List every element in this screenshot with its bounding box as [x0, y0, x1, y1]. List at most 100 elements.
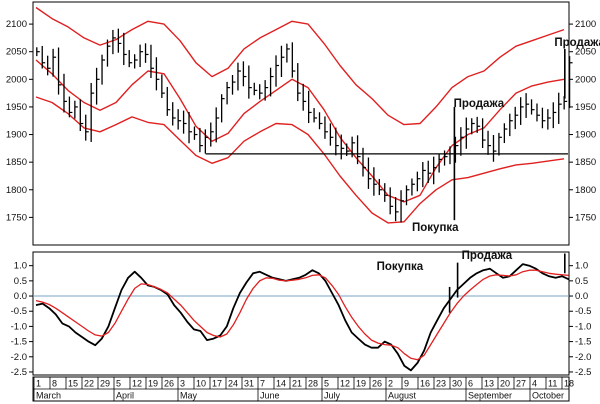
price-bar	[177, 109, 182, 130]
date-label: 7	[260, 379, 265, 389]
channel-line-middle	[35, 59, 565, 203]
month-label: August	[388, 391, 417, 401]
price-bar	[172, 102, 176, 126]
price-bar	[438, 154, 443, 173]
price-bar	[460, 127, 464, 156]
price-bar	[351, 136, 356, 158]
price-bar	[188, 112, 193, 144]
price-bar	[112, 29, 116, 55]
price-bar	[536, 103, 540, 122]
date-label: 9	[404, 379, 409, 389]
price-bar	[79, 99, 84, 132]
price-bar	[134, 54, 138, 69]
osc-tick-label-right: 0.5	[575, 276, 588, 287]
annotation-label: Продажа	[554, 37, 600, 49]
price-bar	[280, 45, 285, 77]
price-bar	[568, 56, 573, 109]
annotation-label: Покупка	[412, 222, 459, 234]
price-bar	[253, 82, 258, 96]
date-label: 14	[276, 379, 286, 389]
y-tick-label-right: 1900	[575, 130, 596, 141]
price-bar	[427, 160, 432, 183]
price-bar	[362, 147, 367, 177]
price-bar	[405, 185, 410, 206]
date-label: 19	[356, 379, 366, 389]
price-bar	[139, 44, 144, 68]
price-bar	[384, 183, 388, 202]
osc-tick-label-right: -1.0	[575, 321, 591, 332]
annotation-label: Покупка	[377, 261, 424, 273]
price-bar	[166, 86, 171, 116]
price-bar	[204, 129, 209, 154]
date-label: 31	[244, 379, 254, 389]
price-bar	[95, 67, 100, 105]
price-bar	[307, 90, 312, 124]
price-bar	[291, 42, 296, 78]
date-label: 18	[564, 379, 574, 389]
price-bar	[389, 187, 394, 215]
date-label: 19	[148, 379, 158, 389]
osc-tick-label-right: -2.0	[575, 352, 591, 363]
price-bar	[286, 43, 290, 63]
channel-line-lower	[35, 96, 565, 224]
date-label: 11	[548, 379, 557, 389]
price-panel: 1750 1750 1800 1800 1850 1850 1900 1900 1950 1950…	[6, 1, 600, 246]
price-bar	[275, 55, 280, 87]
price-bar	[231, 75, 236, 95]
y-tick-label-right: 1950	[575, 102, 596, 113]
month-label: September	[468, 391, 512, 401]
price-bar	[514, 106, 519, 130]
price-bar	[313, 108, 318, 123]
price-bar	[465, 117, 470, 149]
price-bar	[416, 171, 421, 192]
price-bar	[492, 134, 497, 162]
date-label: 21	[292, 379, 302, 389]
y-tick-label-left: 1950	[6, 102, 27, 113]
price-bar	[503, 123, 508, 144]
price-bar	[193, 126, 198, 140]
price-bar	[476, 116, 481, 133]
y-tick-label-right: 2050	[575, 47, 596, 58]
date-label: 2	[388, 379, 393, 389]
date-label: 5	[324, 379, 329, 389]
price-bar	[128, 50, 133, 68]
price-bar	[324, 116, 328, 139]
osc-tick-label-left: 1.0	[14, 261, 27, 272]
osc-tick-label-left: -2.0	[11, 352, 27, 363]
price-bar	[318, 112, 323, 130]
oscillator-panel-frame	[32, 251, 570, 376]
price-bar	[329, 123, 334, 146]
price-bar	[85, 114, 89, 141]
date-label: 6	[468, 379, 473, 389]
date-label: 15	[68, 379, 78, 389]
y-tick-label-right: 2000	[575, 74, 596, 85]
date-label: 29	[100, 379, 110, 389]
price-bar	[520, 97, 524, 125]
price-bar	[150, 44, 154, 78]
price-bar	[215, 107, 220, 143]
annotation-label: Продажа	[454, 98, 505, 110]
price-bar	[226, 81, 231, 105]
date-label: 26	[372, 379, 382, 389]
price-bar	[199, 127, 203, 153]
oscillator-panel: -2.5 -2.5 -2.0 -2.0 -1.5 -1.5 -1.0 -1.0 -0.5 -0.5…	[11, 250, 592, 378]
price-bar	[400, 190, 405, 223]
y-tick-label-right: 2100	[575, 19, 596, 30]
price-bar	[471, 118, 475, 135]
price-bar	[340, 134, 345, 160]
y-tick-label-right: 1850	[575, 157, 596, 168]
price-bar	[52, 48, 57, 77]
month-label: October	[532, 391, 564, 401]
price-bar	[394, 197, 399, 222]
date-label: 28	[308, 379, 318, 389]
month-label: May	[180, 391, 198, 401]
price-bar	[449, 146, 453, 165]
price-bar	[558, 92, 562, 124]
price-bar	[356, 135, 361, 165]
price-bar	[68, 96, 73, 118]
date-label: 23	[436, 379, 446, 389]
price-bar	[481, 118, 486, 149]
price-bar	[264, 80, 269, 101]
price-bar	[541, 107, 546, 129]
price-bar	[237, 62, 241, 91]
